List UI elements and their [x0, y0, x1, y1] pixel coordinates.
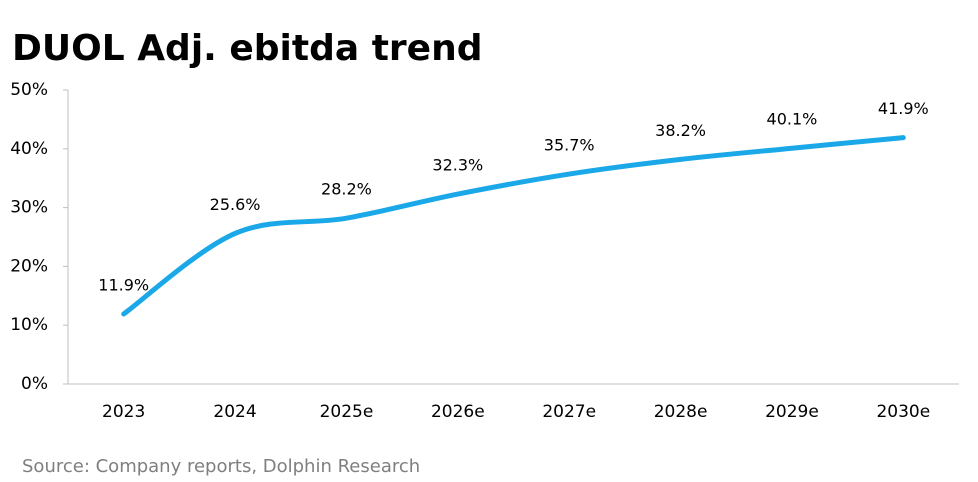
data-label: 40.1%: [767, 110, 818, 129]
data-label: 35.7%: [544, 136, 595, 155]
chart-title: DUOL Adj. ebitda trend: [12, 28, 482, 69]
data-label: 11.9%: [98, 276, 149, 295]
y-tick-label: 40%: [10, 139, 48, 159]
y-tick-label: 30%: [10, 198, 48, 218]
y-tick-label: 0%: [21, 374, 48, 394]
data-label: 41.9%: [878, 99, 929, 118]
x-tick-label: 2025e: [320, 402, 374, 422]
x-tick-label: 2028e: [654, 402, 708, 422]
y-tick-label: 10%: [10, 315, 48, 335]
x-tick-label: 2027e: [542, 402, 596, 422]
line: [121, 135, 906, 317]
y-tick-label: 20%: [10, 256, 48, 276]
x-tick-label: 2023: [102, 402, 145, 422]
data-label: 38.2%: [655, 121, 706, 140]
data-label: 25.6%: [210, 195, 261, 214]
x-tick-label: 2030e: [876, 402, 930, 422]
x-tick-label: 2026e: [431, 402, 485, 422]
y-tick-label: 50%: [10, 80, 48, 100]
x-tick-label: 2029e: [765, 402, 819, 422]
x-tick-label: 2024: [213, 402, 256, 422]
data-label: 32.3%: [432, 156, 483, 175]
data-label: 28.2%: [321, 180, 372, 199]
source-note: Source: Company reports, Dolphin Researc…: [22, 456, 420, 477]
